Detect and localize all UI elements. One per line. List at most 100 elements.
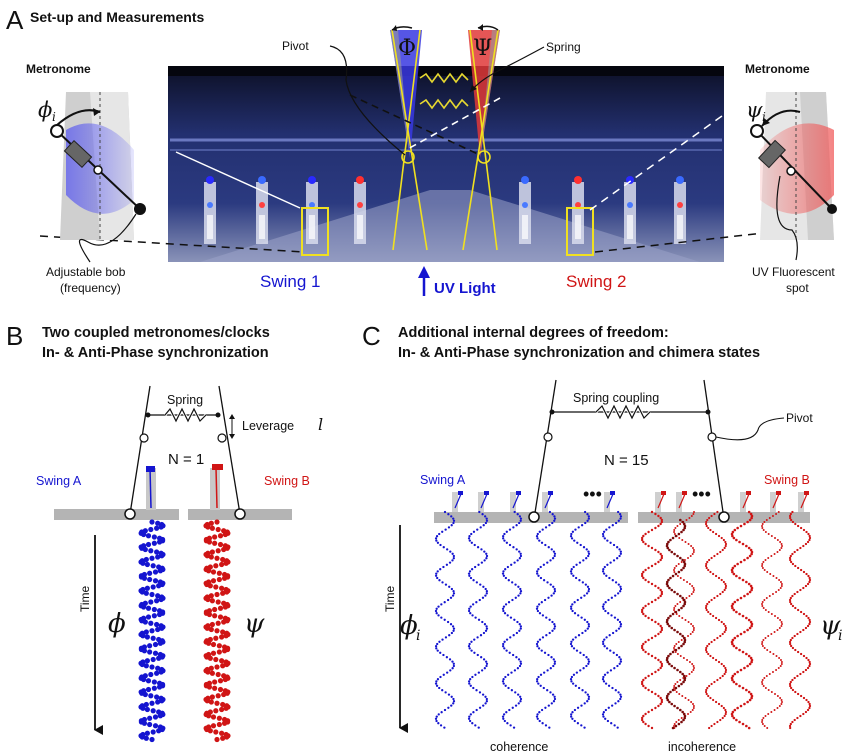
wave-trace-phi-i-dot — [451, 625, 455, 628]
wave-trace-psi-i-dot — [796, 632, 799, 636]
wave-trace-psi-i-dot — [659, 624, 662, 628]
wave-trace-psi-i-dot — [780, 585, 783, 587]
wave-trace-psi-i-dot — [689, 633, 692, 635]
wave-trace-psi-i-dot — [779, 587, 782, 589]
wave-trace-psi-i-dot — [721, 548, 724, 552]
spring-c — [595, 404, 651, 420]
wave-trace-phi-i-dot — [452, 664, 456, 668]
wave-trace-phi-i-dot — [535, 535, 539, 538]
wave-trace-phi-i-dot — [475, 581, 478, 584]
wave-trace-psi-i-dot — [679, 518, 682, 522]
wave-trace-psi-i-dot — [689, 711, 692, 713]
frame-c-node-right — [705, 409, 711, 415]
wave-trace-psi-i-dot — [804, 668, 808, 672]
wave-trace-psi-i-dot — [791, 594, 794, 598]
wave-trace-psi-dot — [223, 705, 229, 711]
wave-trace-psi-i-dot — [722, 664, 725, 668]
wave-trace-psi-i-dot — [761, 723, 764, 725]
wave-traces-c — [434, 510, 812, 730]
wave-trace-phi-i-dot — [553, 587, 556, 591]
wave-trace-psi-i-dot — [679, 556, 682, 560]
wave-trace-phi-i-dot — [570, 537, 574, 540]
metronome-right-pivot — [786, 166, 796, 176]
wave-trace-psi-i-dot — [691, 553, 694, 555]
wave-trace-psi-i-dot — [706, 602, 709, 606]
wave-trace-psi-i-dot — [687, 621, 690, 623]
wave-trace-phi-dot — [150, 584, 156, 590]
wave-trace-phi-i-dot — [569, 642, 573, 646]
wave-trace-psi-i-dot — [660, 698, 664, 702]
wave-trace-phi-i-dot — [587, 552, 591, 555]
wave-trace-psi-dot — [213, 708, 219, 714]
wave-trace-psi-i-dot — [659, 522, 662, 526]
photo-metronome-face — [259, 215, 265, 239]
wave-trace-psi-i-dot — [720, 620, 723, 624]
wave-trace-psi-i-dot — [736, 670, 739, 674]
mini-metronomes-c — [452, 491, 809, 512]
wave-trace-phi-i-dot — [450, 587, 454, 591]
wave-trace-psi-i-dot — [724, 708, 727, 712]
wave-trace-psi-i-dot — [732, 644, 736, 648]
wave-trace-phi-i-dot — [614, 702, 617, 705]
wave-trace-psi-i-dot — [682, 712, 686, 716]
wave-trace-psi-i-dot — [749, 512, 753, 516]
wave-trace-psi-i-dot — [778, 657, 781, 659]
metronome-left: Metronome ϕ i Adjustable bob (frequency) — [26, 62, 146, 295]
wave-trace-psi-i-dot — [723, 672, 726, 676]
wave-trace-psi-i-dot — [644, 712, 647, 716]
wave-trace-phi-dot — [140, 705, 146, 711]
wave-trace-phi-i-dot — [546, 689, 549, 692]
frame-c-right-leg — [703, 379, 725, 520]
wave-trace-phi-i-dot — [586, 693, 589, 696]
wave-trace-psi-i-dot — [763, 569, 766, 571]
mini-metronome-c-right-weight — [682, 491, 687, 495]
wave-trace-psi-i-dot — [748, 590, 752, 594]
wave-trace-psi-i-dot — [764, 559, 767, 561]
spring-leader-arrow — [470, 85, 477, 92]
wave-trace-psi-i-dot — [668, 662, 671, 666]
wave-trace-psi-i-dot — [683, 714, 687, 718]
wave-trace-phi-dot — [148, 548, 154, 554]
wave-trace-psi-i-dot — [681, 539, 684, 541]
wave-trace-phi-i-dot — [503, 532, 506, 536]
wave-trace-phi-i-dot — [572, 574, 575, 577]
wave-trace-psi-i-dot — [790, 560, 793, 564]
wave-trace-psi-i-dot — [731, 678, 734, 682]
wave-trace-phi-i-dot — [475, 601, 478, 604]
wave-trace-psi-i-dot — [733, 672, 737, 676]
wave-trace-phi-i-dot — [474, 616, 477, 619]
wave-trace-phi-i-dot — [583, 702, 586, 705]
metronome-right-arc-head — [762, 118, 770, 126]
wave-trace-psi-i-dot — [647, 580, 650, 584]
wave-trace-phi-i-dot — [447, 513, 450, 516]
wave-trace-psi-i-dot — [660, 556, 664, 560]
wave-trace-phi-i-dot — [584, 691, 587, 694]
wave-trace-phi-i-dot — [517, 658, 521, 661]
wave-trace-phi-i-dot — [537, 603, 541, 606]
wave-trace-phi-i-dot — [619, 587, 623, 591]
wave-trace-psi-i-dot — [750, 696, 753, 700]
wave-trace-psi-i-dot — [691, 631, 694, 633]
wave-trace-phi-i-dot — [442, 673, 445, 676]
mini-metronome-c-right-rod — [678, 493, 686, 509]
wave-trace-psi-i-dot — [647, 544, 650, 548]
photo-metronome-face — [522, 215, 528, 239]
wave-trace-psi-i-dot — [796, 548, 799, 552]
wave-trace-phi-i-dot — [611, 524, 614, 527]
wave-trace-psi-i-dot — [750, 658, 754, 662]
wave-trace-psi-dot — [213, 729, 219, 735]
wave-trace-psi-i-dot — [794, 648, 797, 652]
wave-trace-phi-dot — [154, 694, 160, 700]
wave-trace-phi-i-dot — [479, 583, 482, 586]
wave-trace-phi-i-dot — [537, 675, 540, 679]
wave-trace-phi-i-dot — [572, 647, 576, 650]
wave-trace-psi-i-dot — [762, 561, 765, 563]
wave-trace-psi-i-dot — [741, 542, 745, 546]
wave-trace-phi-i-dot — [587, 660, 591, 663]
wave-trace-psi-i-dot — [650, 600, 654, 604]
wave-trace-psi-i-dot — [660, 700, 664, 704]
wave-trace-phi-dot — [157, 713, 163, 719]
wave-trace-phi-i-dot — [480, 669, 484, 672]
wave-trace-psi-i-dot — [667, 578, 670, 582]
wave-trace-psi-dot — [215, 620, 221, 626]
